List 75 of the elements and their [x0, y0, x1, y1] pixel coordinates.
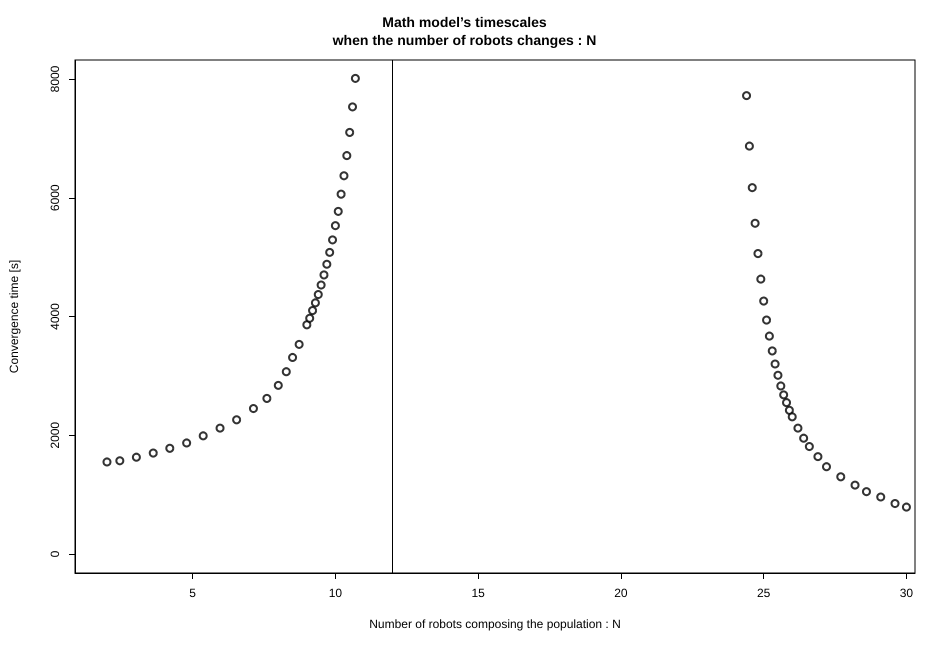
point: [328, 235, 338, 244]
point: [768, 346, 777, 356]
point: [788, 412, 797, 422]
point: [779, 390, 788, 400]
point: [274, 380, 283, 390]
point: [319, 270, 328, 280]
y-tick-label: 8000: [48, 65, 62, 92]
point: [784, 406, 794, 415]
x-tick-label: 20: [614, 586, 628, 600]
point: [762, 316, 772, 325]
point: [262, 394, 272, 403]
point: [322, 260, 332, 269]
point: [348, 102, 358, 112]
point: [148, 448, 158, 458]
y-tick-label: 2000: [48, 422, 62, 449]
point: [862, 487, 871, 496]
point: [216, 424, 225, 433]
point: [115, 456, 124, 466]
point: [310, 298, 320, 308]
point: [288, 352, 298, 362]
point: [314, 290, 323, 300]
x-axis-title: Number of robots composing the population : N: [369, 617, 621, 631]
point: [330, 221, 340, 230]
point: [776, 381, 786, 390]
point: [325, 248, 334, 257]
point: [316, 280, 326, 290]
point: [799, 434, 808, 443]
point: [198, 431, 208, 440]
point: [756, 274, 766, 284]
point: [308, 306, 318, 316]
point: [890, 499, 900, 508]
point: [350, 74, 360, 83]
point: [742, 91, 752, 100]
point: [759, 296, 768, 306]
x-tick-label: 5: [189, 586, 196, 600]
point: [850, 480, 860, 490]
x-tick-label: 10: [328, 586, 342, 600]
x-tick-label: 30: [900, 586, 914, 600]
point: [748, 183, 757, 192]
point: [782, 398, 792, 408]
x-tick-label: 15: [471, 586, 486, 600]
point: [345, 128, 354, 137]
point: [294, 340, 304, 349]
point: [770, 360, 780, 368]
y-axis-title: Convergence time [s]: [7, 260, 21, 374]
point: [750, 218, 760, 228]
point: [334, 206, 343, 216]
point: [744, 142, 754, 151]
point: [305, 314, 314, 323]
y-tick-label: 6000: [48, 184, 62, 212]
x-tick-label: 25: [756, 586, 771, 600]
point: [132, 452, 141, 462]
y-tick-label: 0: [48, 550, 62, 558]
point: [342, 151, 352, 160]
point: [902, 502, 911, 512]
point: [248, 404, 258, 414]
point: [302, 320, 312, 330]
point: [753, 249, 762, 258]
point: [282, 367, 291, 376]
y-tick-label: 4000: [48, 302, 62, 330]
point: [822, 462, 831, 472]
point: [339, 171, 348, 180]
point: [764, 332, 774, 341]
point: [165, 444, 174, 453]
point: [813, 452, 822, 462]
point: [793, 424, 802, 433]
chart-title: Math model’s timescales when the number of robots changes : N: [332, 14, 596, 48]
point: [836, 472, 846, 482]
point: [182, 438, 192, 448]
point: [336, 190, 346, 199]
point: [773, 370, 782, 380]
point: [232, 415, 242, 424]
point: [804, 442, 814, 452]
point: [876, 492, 886, 502]
point: [102, 457, 112, 466]
